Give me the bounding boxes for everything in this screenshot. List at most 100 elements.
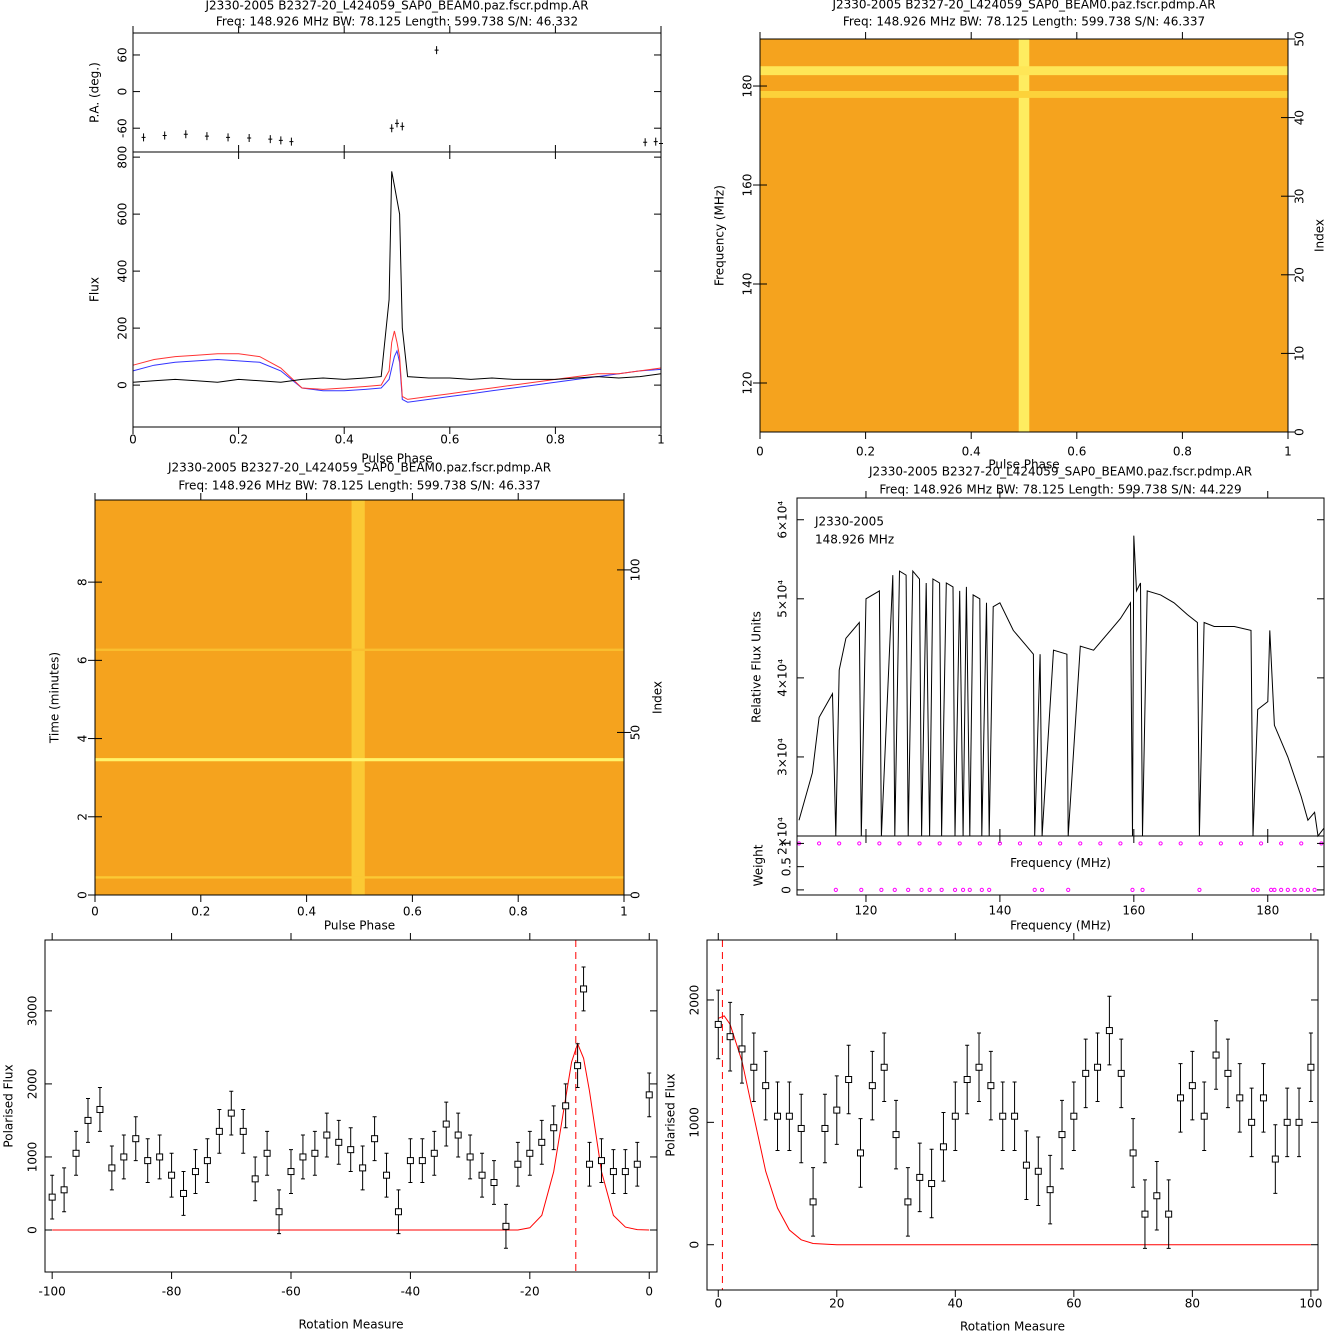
y-axis-label: Time (minutes) bbox=[48, 652, 62, 744]
y-axis-label: P.A. (deg.) bbox=[88, 62, 102, 123]
plot-frame bbox=[706, 939, 1319, 1291]
weight-point bbox=[1238, 841, 1244, 846]
y-tick-label: 2×10⁴ bbox=[776, 817, 790, 855]
x-tick-label: 60 bbox=[1066, 1297, 1081, 1311]
rm-point bbox=[774, 1112, 782, 1120]
weight-point bbox=[1305, 887, 1311, 892]
rm-point bbox=[418, 1157, 426, 1165]
profile-line bbox=[132, 171, 662, 383]
pa-point bbox=[204, 132, 209, 141]
rm-point bbox=[72, 1149, 80, 1157]
rm-point bbox=[1248, 1118, 1256, 1126]
pa-point bbox=[395, 119, 399, 128]
rm-point bbox=[987, 1082, 995, 1090]
weight-point bbox=[1058, 841, 1063, 846]
rm-point bbox=[750, 1063, 758, 1071]
rm-point bbox=[299, 1153, 307, 1161]
rm-point bbox=[60, 1186, 68, 1194]
x-tick-label: 0 bbox=[91, 905, 99, 919]
y2-tick-label: 30 bbox=[1293, 189, 1307, 204]
pa-point bbox=[268, 135, 273, 144]
rm-point bbox=[490, 1179, 498, 1187]
x-axis-label: Pulse Phase bbox=[324, 919, 395, 933]
rm-point bbox=[714, 1020, 722, 1028]
pa-point bbox=[183, 130, 188, 139]
pa-point bbox=[400, 122, 405, 131]
rm-point bbox=[84, 1116, 92, 1124]
y-tick-label: 0 bbox=[780, 886, 794, 894]
rm-point bbox=[108, 1164, 116, 1172]
rm-point bbox=[478, 1171, 486, 1179]
x-tick-label: -80 bbox=[162, 1285, 182, 1299]
annotation: 148.926 MHz bbox=[815, 533, 894, 547]
y-tick-label: 0 bbox=[116, 88, 130, 96]
chart-title: J2330-2005 B2327-20_L424059_SAP0_BEAM0.p… bbox=[167, 461, 551, 475]
y-tick-label: 800 bbox=[116, 146, 130, 169]
chart-subtitle: Freq: 148.926 MHz BW: 78.125 Length: 599… bbox=[216, 15, 578, 29]
profile-line bbox=[132, 349, 662, 403]
y2-tick-label: 100 bbox=[629, 558, 643, 581]
rm-point bbox=[442, 1120, 450, 1128]
y-tick-label: 1000 bbox=[688, 1107, 702, 1138]
weight-point bbox=[1279, 887, 1284, 892]
rm-point bbox=[1153, 1192, 1161, 1200]
rm-point bbox=[809, 1198, 817, 1206]
weight-point bbox=[1032, 887, 1037, 892]
x-tick-label: 1 bbox=[657, 433, 665, 447]
x-tick-label: 1 bbox=[1284, 445, 1292, 459]
pa-point bbox=[278, 136, 283, 145]
x-tick-label: -20 bbox=[520, 1285, 540, 1299]
rm-point bbox=[371, 1135, 379, 1143]
y-tick-label: 2000 bbox=[26, 1069, 40, 1100]
rm-point bbox=[726, 1033, 734, 1041]
rm-point bbox=[833, 1106, 841, 1114]
weight-point bbox=[939, 887, 944, 892]
rm-point bbox=[892, 1131, 900, 1139]
weight-x-label: Frequency (MHz) bbox=[1010, 856, 1111, 870]
rm-point bbox=[845, 1076, 853, 1084]
rm-point bbox=[586, 1160, 594, 1168]
rm-point bbox=[514, 1160, 522, 1168]
chart-subtitle: Freq: 148.926 MHz BW: 78.125 Length: 599… bbox=[843, 15, 1205, 29]
weight-point bbox=[1066, 887, 1071, 892]
rm-point bbox=[538, 1138, 546, 1146]
weight-point bbox=[906, 887, 911, 892]
y2-tick-label: 0 bbox=[629, 891, 643, 899]
rm-point bbox=[96, 1105, 104, 1113]
rm-point bbox=[251, 1175, 259, 1183]
weight-point bbox=[1197, 887, 1202, 892]
x-tick-label: 100 bbox=[1299, 1297, 1322, 1311]
y-tick-label: 60 bbox=[116, 47, 130, 62]
rm-point bbox=[335, 1138, 343, 1146]
rm-point bbox=[168, 1171, 176, 1179]
y-tick-label: 0 bbox=[116, 381, 130, 389]
rm-point bbox=[597, 1157, 605, 1165]
x-tick-label: 0.8 bbox=[509, 905, 528, 919]
y-tick-label: 6 bbox=[76, 657, 90, 665]
y-axis-label: Relative Flux Units bbox=[750, 611, 764, 723]
rm-point bbox=[939, 1143, 947, 1151]
x-tick-label: 40 bbox=[948, 1297, 963, 1311]
weight-point bbox=[1158, 841, 1163, 846]
pa-point bbox=[162, 131, 167, 140]
weight-point bbox=[1138, 841, 1143, 846]
rm-point bbox=[526, 1149, 534, 1157]
rm-point bbox=[1105, 1027, 1113, 1035]
weight-point bbox=[837, 841, 842, 846]
x-tick-label: 0.2 bbox=[229, 433, 248, 447]
x-axis-label: Pulse Phase bbox=[361, 452, 432, 466]
rm-point bbox=[191, 1168, 199, 1176]
rm-point bbox=[621, 1168, 629, 1176]
weight-point bbox=[1268, 887, 1274, 892]
rm-point bbox=[916, 1173, 924, 1181]
plot-frame bbox=[132, 151, 662, 428]
chart-title: J2330-2005 B2327-20_L424059_SAP0_BEAM0.p… bbox=[831, 0, 1215, 12]
plot-frame bbox=[94, 499, 625, 896]
x-tick-label: 140 bbox=[988, 904, 1011, 918]
rm-point bbox=[1177, 1094, 1185, 1102]
weight-point bbox=[833, 887, 838, 892]
y-tick-label: -60 bbox=[116, 118, 130, 138]
weight-point bbox=[979, 887, 984, 892]
y-tick-label: 0 bbox=[688, 1241, 702, 1249]
y-tick-label: 3×10⁴ bbox=[776, 738, 790, 776]
